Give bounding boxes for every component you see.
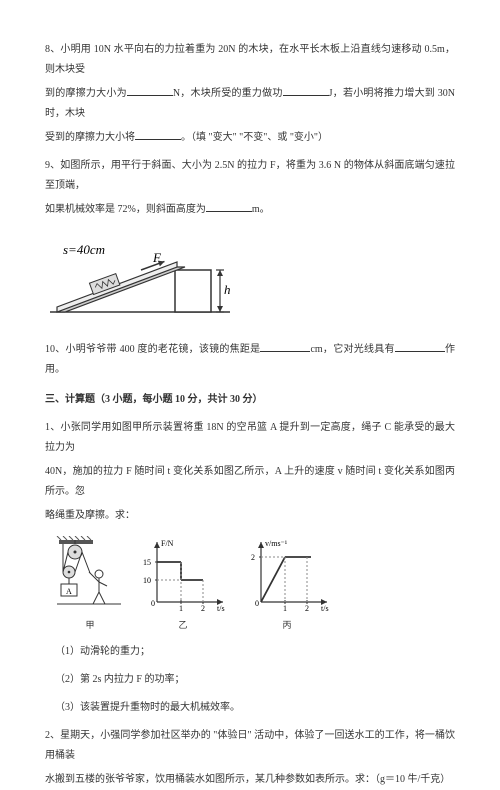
c1-l1: 1、小张同学用如图甲所示装置将重 18N 的空吊篮 A 提升到一定高度，绳子 C… (45, 422, 455, 453)
svg-text:F/N: F/N (161, 539, 174, 548)
question-c1: 1、小张同学用如图甲所示装置将重 18N 的空吊篮 A 提升到一定高度，绳子 C… (45, 418, 455, 458)
c2-l1: 2、星期天，小强同学参加社区举办的 "体验日" 活动中，体验了一回送水工的工作，… (45, 730, 455, 761)
svg-text:15: 15 (143, 558, 151, 567)
q10-text-b: cm，它对光线具有 (310, 344, 394, 355)
blank-focal (260, 341, 310, 352)
chart-yi-svg: F/N t/s 0 10 15 1 2 (137, 536, 229, 614)
h-label: h (224, 282, 231, 297)
charts-row: A 甲 F/N (55, 536, 455, 634)
q9-text-b: 如果机械效率是 72%，则斜面高度为 (45, 204, 206, 215)
q8-text-b: 到的摩擦力大小为 (45, 88, 127, 99)
label-jia: 甲 (85, 616, 94, 634)
svg-text:2: 2 (201, 604, 205, 613)
chart-bing-svg: v/ms⁻¹ t/s 0 2 1 2 (241, 536, 333, 614)
question-9: 9、如图所示，用平行于斜面、大小为 2.5N 的拉力 F，将重为 3.6 N 的… (45, 156, 455, 196)
question-10: 10、小明爷爷带 400 度的老花镜，该镜的焦距是cm，它对光线具有作用。 (45, 340, 455, 380)
chart-bing: v/ms⁻¹ t/s 0 2 1 2 丙 (241, 536, 333, 634)
incline-figure: F s=40cm h (45, 232, 455, 330)
c1-l3: 略绳重及摩擦。求： (45, 510, 135, 521)
c1-sub3: （3）该装置提升重物时的最大机械效率。 (45, 698, 455, 718)
q10-text-a: 10、小明爷爷带 400 度的老花镜，该镜的焦距是 (45, 344, 260, 355)
svg-text:t/s: t/s (321, 604, 329, 613)
svg-text:0: 0 (151, 599, 155, 608)
q8-text-c: N，木块所受的重力做功 (173, 88, 283, 99)
svg-text:1: 1 (179, 604, 183, 613)
exam-page: 8、小明用 10N 水平向右的力拉着重为 20N 的木块，在水平长木板上沿直线匀… (0, 0, 500, 707)
c2-l2: 水搬到五楼的张爷爷家，饮用桶装水如图所示，某几种参数如表所示。求：（g＝10 牛… (45, 774, 450, 785)
question-c1-l2: 40N，施加的拉力 F 随时间 t 变化关系如图乙所示，A 上升的速度 v 随时… (45, 462, 455, 502)
F-label: F (152, 250, 162, 265)
question-8-line2: 到的摩擦力大小为N，木块所受的重力做功J，若小明将推力增大到 30N 时，木块 (45, 84, 455, 124)
svg-text:A: A (66, 587, 72, 596)
question-c1-l3: 略绳重及摩擦。求： (45, 506, 455, 526)
svg-text:1: 1 (283, 604, 287, 613)
q9-text-a: 9、如图所示，用平行于斜面、大小为 2.5N 的拉力 F，将重为 3.6 N 的… (45, 160, 455, 191)
svg-text:0: 0 (255, 599, 259, 608)
q8-text-f: 。（填 "变大" "不变"、或 "变小"） (181, 132, 328, 143)
blank-work (283, 85, 329, 96)
s-label: s=40cm (63, 242, 105, 257)
question-8: 8、小明用 10N 水平向右的力拉着重为 20N 的木块，在水平长木板上沿直线匀… (45, 40, 455, 80)
question-8-line3: 受到的摩擦力大小将 。（填 "变大" "不变"、或 "变小"） (45, 128, 455, 148)
q9-text-c: m。 (252, 204, 270, 215)
question-c2-l2: 水搬到五楼的张爷爷家，饮用桶装水如图所示，某几种参数如表所示。求：（g＝10 牛… (45, 770, 455, 790)
blank-change (135, 129, 181, 140)
section-3-title: 三、计算题（3 小题，每小题 10 分，共计 30 分） (45, 390, 455, 410)
svg-text:t/s: t/s (217, 604, 225, 613)
apparatus-jia: A 甲 (55, 536, 125, 634)
blank-friction (127, 85, 173, 96)
blank-effect (395, 341, 445, 352)
q8-text-e: 受到的摩擦力大小将 (45, 132, 135, 143)
label-yi: 乙 (178, 616, 187, 634)
q8-text-a: 8、小明用 10N 水平向右的力拉着重为 20N 的木块，在水平长木板上沿直线匀… (45, 44, 455, 75)
svg-text:2: 2 (305, 604, 309, 613)
c1-sub1: （1）动滑轮的重力； (45, 642, 455, 662)
chart-yi: F/N t/s 0 10 15 1 2 (137, 536, 229, 634)
blank-height (206, 201, 252, 212)
svg-text:10: 10 (143, 576, 151, 585)
svg-text:v/ms⁻¹: v/ms⁻¹ (265, 539, 288, 548)
c1-l2: 40N，施加的拉力 F 随时间 t 变化关系如图乙所示，A 上升的速度 v 随时… (45, 466, 455, 497)
question-c2: 2、星期天，小强同学参加社区举办的 "体验日" 活动中，体验了一回送水工的工作，… (45, 726, 455, 766)
svg-text:2: 2 (251, 553, 255, 562)
c1-sub2: （2）第 2s 内拉力 F 的功率； (45, 670, 455, 690)
question-9-line2: 如果机械效率是 72%，则斜面高度为 m。 (45, 200, 455, 220)
apparatus-svg: A (55, 536, 125, 614)
incline-svg: F s=40cm h (45, 232, 235, 322)
label-bing: 丙 (282, 616, 291, 634)
